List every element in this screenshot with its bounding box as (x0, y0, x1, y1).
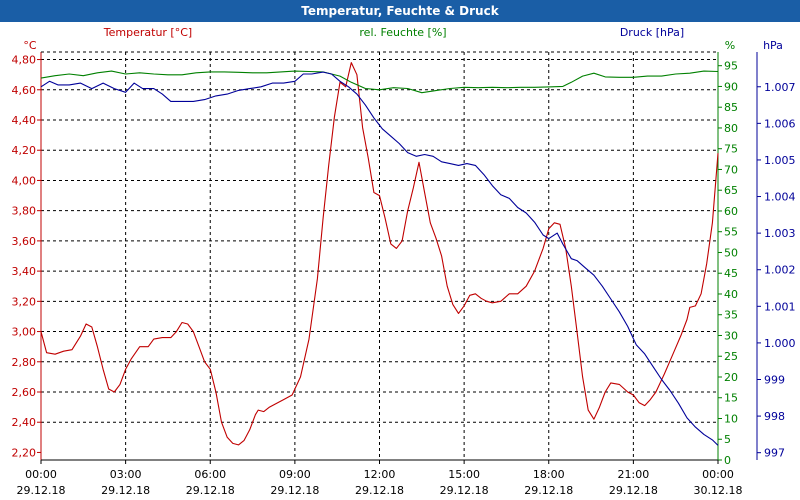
humidity-tick-label: 55 (724, 226, 738, 239)
pressure-tick-label: 1.001 (764, 300, 796, 313)
humidity-axis-title: rel. Feuchte [%] (359, 26, 446, 39)
pressure-tick-label: 1.005 (764, 154, 796, 167)
humidity-tick-label: 45 (724, 267, 738, 280)
pressure-tick-label: 1.004 (764, 191, 796, 204)
temperature-tick-label: 3,40 (12, 265, 37, 278)
pressure-tick-label: 1.006 (764, 117, 796, 130)
humidity-axis: 0 5 10 15 20 25 30 35 40 45 50 55 60 65 70 75 80 85 90 95 (718, 60, 738, 467)
humidity-tick-label: 80 (724, 122, 738, 135)
pressure-unit: hPa (763, 39, 783, 52)
x-tick-date: 29.12.18 (270, 484, 319, 497)
temperature-tick-label: 2,80 (12, 356, 37, 369)
x-tick-time: 21:00 (618, 468, 650, 481)
humidity-tick-label: 60 (724, 205, 738, 218)
pressure-tick-label: 998 (764, 410, 785, 423)
pressure-axis-title: Druck [hPa] (620, 26, 684, 39)
pressure-tick-label: 1.007 (764, 81, 796, 94)
humidity-tick-label: 70 (724, 163, 738, 176)
humidity-tick-label: 10 (724, 412, 738, 425)
pressure-tick-label: 997 (764, 447, 785, 460)
humidity-tick-label: 85 (724, 101, 738, 114)
temperature-tick-label: 2,40 (12, 416, 37, 429)
temperature-tick-label: 4,40 (12, 114, 37, 127)
humidity-tick-label: 35 (724, 309, 738, 322)
x-tick-date: 29.12.18 (609, 484, 658, 497)
x-tick-date: 30.12.18 (694, 484, 743, 497)
x-tick-date: 29.12.18 (355, 484, 404, 497)
x-tick-date: 29.12.18 (440, 484, 489, 497)
x-tick-date: 29.12.18 (524, 484, 573, 497)
grid (41, 52, 718, 460)
chart-canvas: 2,20 2,40 2,60 2,80 3,00 3,20 3,40 3,60 3,80 4,00… (12, 26, 796, 497)
pressure-tick-label: 1.003 (764, 227, 796, 240)
x-axis: 00:00 29.12.18 03:00 29.12.18 06:00 29.12.18 0… (17, 460, 743, 497)
humidity-tick-label: 95 (724, 60, 738, 73)
temperature-tick-label: 3,00 (12, 326, 37, 339)
humidity-tick-label: 25 (724, 350, 738, 363)
humidity-line (40, 70, 719, 94)
pressure-axis: 997 998 999 1.000 1.001 1.002 1.003 1.004 1.005 1… (757, 81, 796, 460)
temperature-tick-label: 2,60 (12, 386, 37, 399)
pressure-tick-label: 1.002 (764, 264, 796, 277)
pressure-tick-label: 999 (764, 373, 785, 386)
x-tick-time: 09:00 (279, 468, 311, 481)
temperature-unit: °C (23, 39, 37, 52)
x-tick-time: 06:00 (194, 468, 226, 481)
x-tick-date: 29.12.18 (17, 484, 66, 497)
humidity-tick-label: 20 (724, 371, 738, 384)
temperature-tick-label: 4,20 (12, 144, 37, 157)
humidity-tick-label: 65 (724, 184, 738, 197)
humidity-tick-label: 40 (724, 288, 738, 301)
pressure-tick-label: 1.000 (764, 337, 796, 350)
humidity-tick-label: 75 (724, 143, 738, 156)
x-tick-date: 29.12.18 (186, 484, 235, 497)
temperature-tick-label: 4,00 (12, 174, 37, 187)
temperature-tick-label: 3,80 (12, 205, 37, 218)
temperature-tick-label: 4,60 (12, 84, 37, 97)
axis-headers: Temperatur [°C] rel. Feuchte [%] Druck [hP… (23, 26, 783, 52)
x-tick-time: 15:00 (448, 468, 480, 481)
humidity-tick-label: 0 (724, 454, 731, 467)
humidity-unit: % (725, 39, 735, 52)
humidity-tick-label: 15 (724, 392, 738, 405)
temperature-axis: 2,20 2,40 2,60 2,80 3,00 3,20 3,40 3,60 3,80 4,00… (12, 54, 41, 459)
x-tick-time: 03:00 (110, 468, 142, 481)
humidity-tick-label: 50 (724, 246, 738, 259)
temperature-tick-label: 4,80 (12, 54, 37, 67)
series-lines (40, 62, 719, 446)
temperature-line (40, 62, 719, 446)
pressure-line (40, 71, 719, 446)
x-tick-date: 29.12.18 (101, 484, 150, 497)
humidity-tick-label: 5 (724, 433, 731, 446)
temperature-tick-label: 3,20 (12, 295, 37, 308)
x-tick-time: 00:00 (25, 468, 57, 481)
x-tick-time: 00:00 (702, 468, 734, 481)
temperature-tick-label: 2,20 (12, 446, 37, 459)
humidity-tick-label: 30 (724, 329, 738, 342)
x-tick-time: 12:00 (364, 468, 396, 481)
temperature-tick-label: 3,60 (12, 235, 37, 248)
x-tick-time: 18:00 (533, 468, 565, 481)
plot-frame (40, 51, 758, 461)
chart-title: Temperatur, Feuchte & Druck (0, 0, 800, 22)
humidity-tick-label: 90 (724, 80, 738, 93)
temperature-axis-title: Temperatur [°C] (103, 26, 192, 39)
